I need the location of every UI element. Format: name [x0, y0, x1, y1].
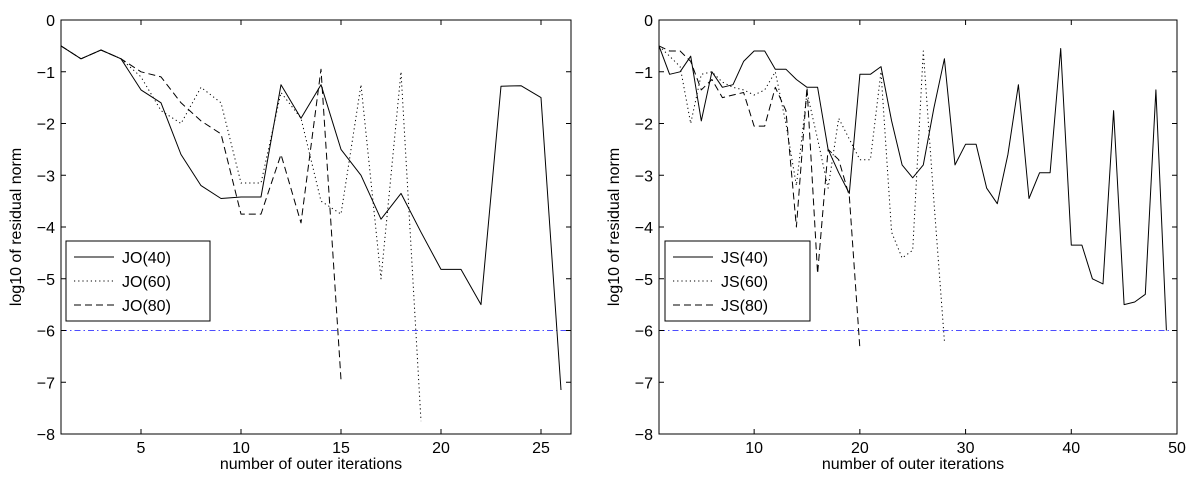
y-tick-label: −4	[37, 220, 55, 237]
left-chart-panel: 0 −1 −2 −3 −4 −5 −6 −7 −8 5 10 15 20 25 number of oute…	[8, 13, 572, 473]
x-tick-label: 50	[1168, 440, 1186, 457]
x-axis-label: number of outer iterations	[822, 456, 1004, 473]
y-tick-label: −1	[37, 65, 55, 82]
y-tick-label: −5	[635, 272, 653, 289]
plot-frame	[60, 19, 572, 435]
y-tick-label: −7	[635, 375, 653, 392]
x-tick-label: 25	[532, 440, 550, 457]
legend-label: JO(80)	[122, 298, 171, 315]
legend: JS(40) JS(60) JS(80)	[664, 240, 811, 322]
y-tick-label: −2	[635, 117, 653, 134]
legend-label: JS(60)	[721, 274, 768, 291]
y-tick-label: −3	[37, 168, 55, 185]
x-tick-label: 20	[851, 440, 869, 457]
y-axis-label: log10 of residual norm	[606, 148, 623, 306]
legend-label: JO(60)	[122, 274, 171, 291]
plot-frame	[658, 19, 1178, 435]
x-tick-label: 30	[957, 440, 975, 457]
y-tick-label: −1	[635, 65, 653, 82]
y-tick-label: −4	[635, 220, 653, 237]
y-tick-label: −3	[635, 168, 653, 185]
y-tick-label: −6	[37, 324, 55, 341]
y-tick-label: −8	[635, 427, 653, 444]
legend: JO(40) JO(60) JO(80)	[65, 240, 211, 322]
y-tick-label: −8	[37, 427, 55, 444]
y-axis-label: log10 of residual norm	[8, 148, 25, 306]
y-tick-label: −6	[635, 324, 653, 341]
x-tick-label: 15	[332, 440, 350, 457]
legend-box	[65, 240, 211, 322]
series-line-js-80	[658, 45, 861, 349]
right-chart-panel: 0 −1 −2 −3 −4 −5 −6 −7 −8 10 20 30 40 50 number of out…	[606, 13, 1186, 473]
x-tick-label: 10	[232, 440, 250, 457]
y-tick-label: 0	[46, 13, 55, 30]
legend-label: JS(40)	[721, 250, 768, 267]
series-line-jo-40	[60, 45, 562, 391]
y-tick-label: 0	[644, 13, 653, 30]
x-tick-label: 40	[1062, 440, 1080, 457]
series-line-jo-80	[60, 45, 342, 380]
series-line-jo-60	[60, 45, 422, 422]
y-tick-label: −2	[37, 117, 55, 134]
x-axis-label: number of outer iterations	[220, 456, 402, 473]
legend-label: JO(40)	[122, 250, 171, 267]
series-line-js-40	[658, 45, 1167, 331]
x-tick-label: 20	[432, 440, 450, 457]
series-line-js-60	[658, 45, 945, 341]
x-tick-label: 5	[137, 440, 146, 457]
y-tick-label: −5	[37, 272, 55, 289]
x-tick-label: 10	[745, 440, 763, 457]
legend-label: JS(80)	[721, 298, 768, 315]
y-tick-label: −7	[37, 375, 55, 392]
legend-box	[664, 240, 811, 322]
